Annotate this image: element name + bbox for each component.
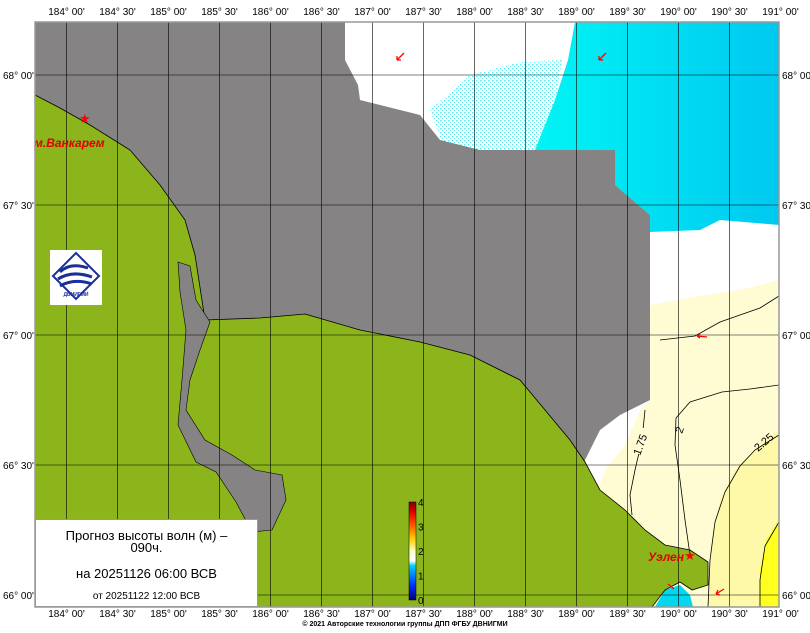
lagoon-inlet (177, 261, 287, 533)
arrow-icon (715, 588, 725, 596)
dvnigmi-logo: ДВНИГМИ (50, 250, 102, 305)
contour-line (707, 434, 780, 608)
latitude-tick-label: 66° 00' (782, 591, 810, 602)
svg-text:ДВНИГМИ: ДВНИГМИ (64, 292, 89, 298)
longitude-tick-label: 190° 00' (660, 7, 697, 18)
latitude-tick-label: 67° 00' (3, 331, 34, 342)
longitude-tick-label: 186° 30' (303, 609, 340, 620)
longitude-tick-label: 188° 00' (456, 7, 493, 18)
star-marker-icon: ★ (684, 548, 696, 563)
longitude-tick-label: 185° 30' (201, 609, 238, 620)
contour-line (674, 384, 780, 556)
longitude-tick-label: 190° 30' (711, 609, 748, 620)
longitude-tick-label: 191° 00' (762, 7, 799, 18)
latitude-tick-label: 68° 00' (3, 71, 34, 82)
colorbar: 0 1 2 3 4 (408, 498, 424, 607)
longitude-tick-label: 185° 30' (201, 7, 238, 18)
longitude-tick-label: 184° 00' (48, 7, 85, 18)
valid-time: на 20251126 06:00 ВСВ (76, 566, 217, 581)
longitude-tick-label: 187° 30' (405, 609, 442, 620)
title-box: Прогноз высоты волн (м) –090ч. на 202511… (35, 519, 258, 607)
land-area (34, 94, 709, 608)
longitude-tick-label: 189° 00' (558, 609, 595, 620)
longitude-tick-label: 191° 00' (762, 609, 799, 620)
contour-label-2: 2 (674, 425, 687, 435)
higher-wave-area (708, 430, 779, 607)
arrow-icon (667, 583, 675, 590)
latitude-tick-label: 67° 30' (3, 201, 34, 212)
longitude-tick-label: 189° 30' (609, 7, 646, 18)
longitude-tick-label: 187° 30' (405, 7, 442, 18)
latitude-tick-label: 66° 30' (782, 461, 810, 472)
low-wave-area (535, 22, 779, 232)
longitude-tick-label: 186° 00' (252, 7, 289, 18)
speckled-ice-area (430, 60, 562, 150)
longitude-tick-label: 188° 00' (456, 609, 493, 620)
title-text: Прогноз высоты волн (м) – (65, 528, 228, 543)
latitude-tick-label: 68° 00' (782, 71, 810, 82)
copyright: © 2021 Авторские технологии группы ДПП Ф… (302, 621, 508, 628)
highest-wave-area (760, 520, 779, 607)
place-label-uelen: Уэлен (648, 550, 685, 564)
title-line: Прогноз высоты волн (м) –090ч. (36, 528, 257, 555)
contour-line (659, 295, 780, 341)
colorbar-label: 2 (418, 547, 424, 558)
longitude-tick-label: 186° 30' (303, 7, 340, 18)
colorbar-label: 0 (418, 596, 424, 607)
colorbar-label: 1 (418, 572, 424, 583)
longitude-tick-label: 188° 30' (507, 7, 544, 18)
longitude-tick-label: 190° 30' (711, 7, 748, 18)
longitude-tick-label: 184° 30' (99, 609, 136, 620)
issue-time: от 20251122 12:00 ВСВ (92, 591, 201, 602)
latitude-tick-label: 67° 30' (782, 201, 810, 212)
colorbar-label: 4 (418, 498, 424, 509)
longitude-tick-label: 190° 00' (660, 609, 697, 620)
map-frame (34, 21, 780, 608)
longitude-tick-label: 185° 00' (150, 609, 187, 620)
latitude-tick-label: 66° 30' (3, 461, 34, 472)
longitude-tick-label: 189° 00' (558, 7, 595, 18)
longitude-tick-label: 187° 00' (354, 7, 391, 18)
lead-time: 090ч. (130, 540, 163, 555)
longitude-tick-label: 184° 00' (48, 609, 85, 620)
star-marker-icon: ★ (79, 111, 91, 126)
wave-direction-arrows (396, 52, 725, 596)
longitude-tick-label: 189° 30' (609, 609, 646, 620)
graticule (35, 22, 779, 607)
low-wave-area-south (655, 585, 693, 607)
longitude-tick-label: 185° 00' (150, 7, 187, 18)
contour-line (759, 521, 780, 607)
colorbar-label: 3 (418, 523, 424, 534)
arrow-icon (598, 52, 607, 61)
arrow-icon (696, 333, 708, 339)
longitude-tick-label: 184° 30' (99, 7, 136, 18)
longitude-tick-label: 187° 00' (354, 609, 391, 620)
place-label-vankarem: м.Ванкарем (34, 136, 105, 150)
arrow-icon (396, 52, 405, 61)
latitude-tick-label: 67° 00' (782, 331, 810, 342)
longitude-tick-label: 188° 30' (507, 609, 544, 620)
longitude-tick-label: 186° 00' (252, 609, 289, 620)
latitude-tick-label: 66° 00' (3, 591, 34, 602)
